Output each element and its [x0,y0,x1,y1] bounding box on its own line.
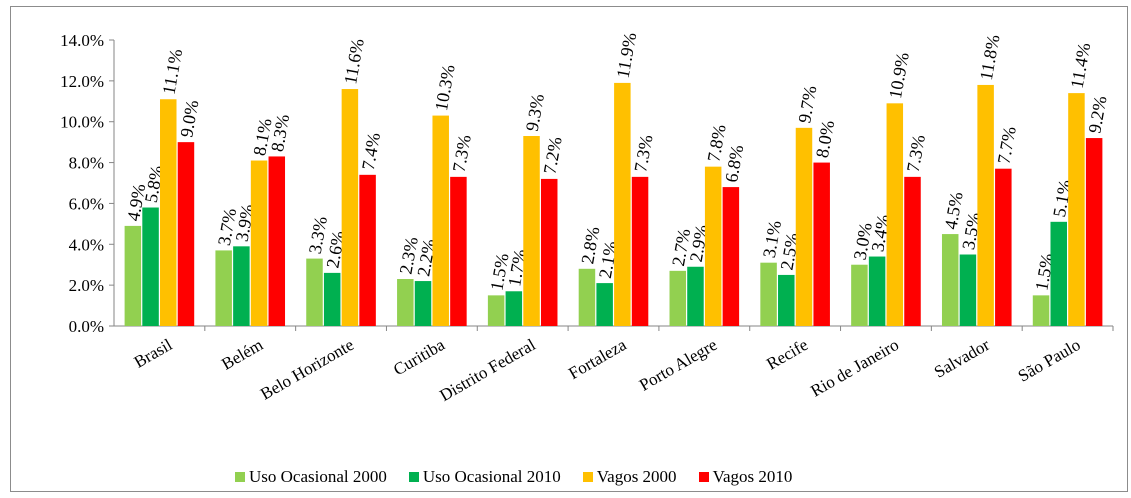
data-label: 7.3% [903,133,929,173]
data-label: 11.1% [159,47,187,96]
bar [851,264,868,326]
bar [1050,221,1067,326]
legend-swatch [235,472,245,482]
legend: Uso Ocasional 2000 Uso Ocasional 2010 Vago… [235,465,792,489]
y-tick-label: 8.0% [69,154,104,173]
data-label: 7.7% [994,125,1020,165]
x-tick-label: São Paulo [1015,335,1084,386]
bar [813,162,830,326]
y-tick-label: 2.0% [69,276,104,295]
legend-item: Vagos 2010 [698,467,793,487]
x-tick-label: Salvador [931,335,993,382]
bar [1032,295,1050,326]
bar [614,82,631,327]
x-tick-label: Rio de Janeiro [807,335,902,401]
data-label: 9.3% [522,92,548,132]
legend-label: Uso Ocasional 2010 [422,467,561,486]
bar [523,136,540,326]
data-label: 11.4% [1067,41,1095,90]
bar [359,174,376,326]
bar [995,168,1012,326]
legend-label: Vagos 2010 [712,467,793,486]
data-label: 11.8% [976,33,1004,82]
x-tick-label: Fortaleza [565,335,630,383]
data-label: 7.2% [539,135,565,175]
bar [959,254,977,326]
bar [977,84,994,326]
data-label: 10.9% [885,51,913,100]
legend-swatch [582,472,593,482]
legend-item: Uso Ocasional 2000 [235,467,387,487]
x-tick-label: Distrito Federal [436,335,539,405]
bar [868,256,886,326]
data-label: 11.9% [613,31,641,80]
bar [578,268,596,326]
bar [487,295,505,326]
legend-item: Vagos 2000 [582,467,677,487]
data-label: 8.3% [267,113,293,153]
data-label: 11.6% [340,37,368,86]
x-tick-label: Curitiba [390,335,448,380]
bar [341,89,359,327]
y-tick-label: 6.0% [69,194,104,213]
data-label: 7.4% [358,131,384,171]
x-tick-label: Belém [218,335,266,374]
y-tick-label: 14.0% [60,31,104,50]
legend-label: Vagos 2000 [596,467,677,486]
legend-item: Uso Ocasional 2010 [408,467,561,487]
y-tick-label: 10.0% [60,113,104,132]
bar [160,99,177,326]
bar [540,178,558,326]
y-tick-label: 12.0% [60,72,104,91]
bar [795,127,813,326]
bar [596,283,613,326]
bar [250,160,268,326]
bar [323,272,341,326]
bar [306,258,323,326]
bar [722,187,740,326]
data-label: 8.0% [812,119,838,159]
y-tick-label: 4.0% [69,235,104,254]
bar [397,279,414,326]
bar [704,166,722,326]
y-tick-label: 0.0% [69,317,104,336]
bar [142,207,159,326]
bar [631,176,649,326]
bar [215,250,232,326]
bar [1085,138,1103,326]
bar [941,234,959,326]
bar [687,266,704,326]
data-label: 9.7% [794,84,820,124]
bar [414,281,432,326]
bar [124,225,142,326]
data-label: 7.3% [630,133,656,173]
data-label: 9.0% [176,98,202,138]
bar [886,103,904,326]
chart-frame: 0.0% 2.0% 4.0% 6.0% 8.0% 10.0% 12.0% 14.0% 4.9% 5… [10,6,1128,492]
bar [1068,93,1085,326]
data-label: 7.3% [449,133,475,173]
bar [450,176,467,326]
bar [177,142,195,326]
x-tick-label: Recife [763,335,811,374]
legend-label: Uso Ocasional 2000 [249,467,387,486]
legend-swatch [698,472,709,482]
bar [432,115,449,326]
x-tick-label: Belo Horizonte [257,335,357,404]
bar [505,291,523,326]
bar [233,246,250,326]
data-label: 10.3% [431,63,459,112]
bar [268,156,286,326]
bar [760,262,777,326]
bar-chart: 0.0%2.0%4.0%6.0%8.0%10.0%12.0%14.0%4.9%5… [60,31,1114,405]
data-label: 9.2% [1084,94,1110,134]
x-tick-label: Porto Alegre [636,335,720,395]
bar [669,270,687,326]
bar [778,274,795,326]
legend-swatch [408,472,419,482]
bar [904,176,921,326]
x-tick-label: Brasil [131,335,176,372]
